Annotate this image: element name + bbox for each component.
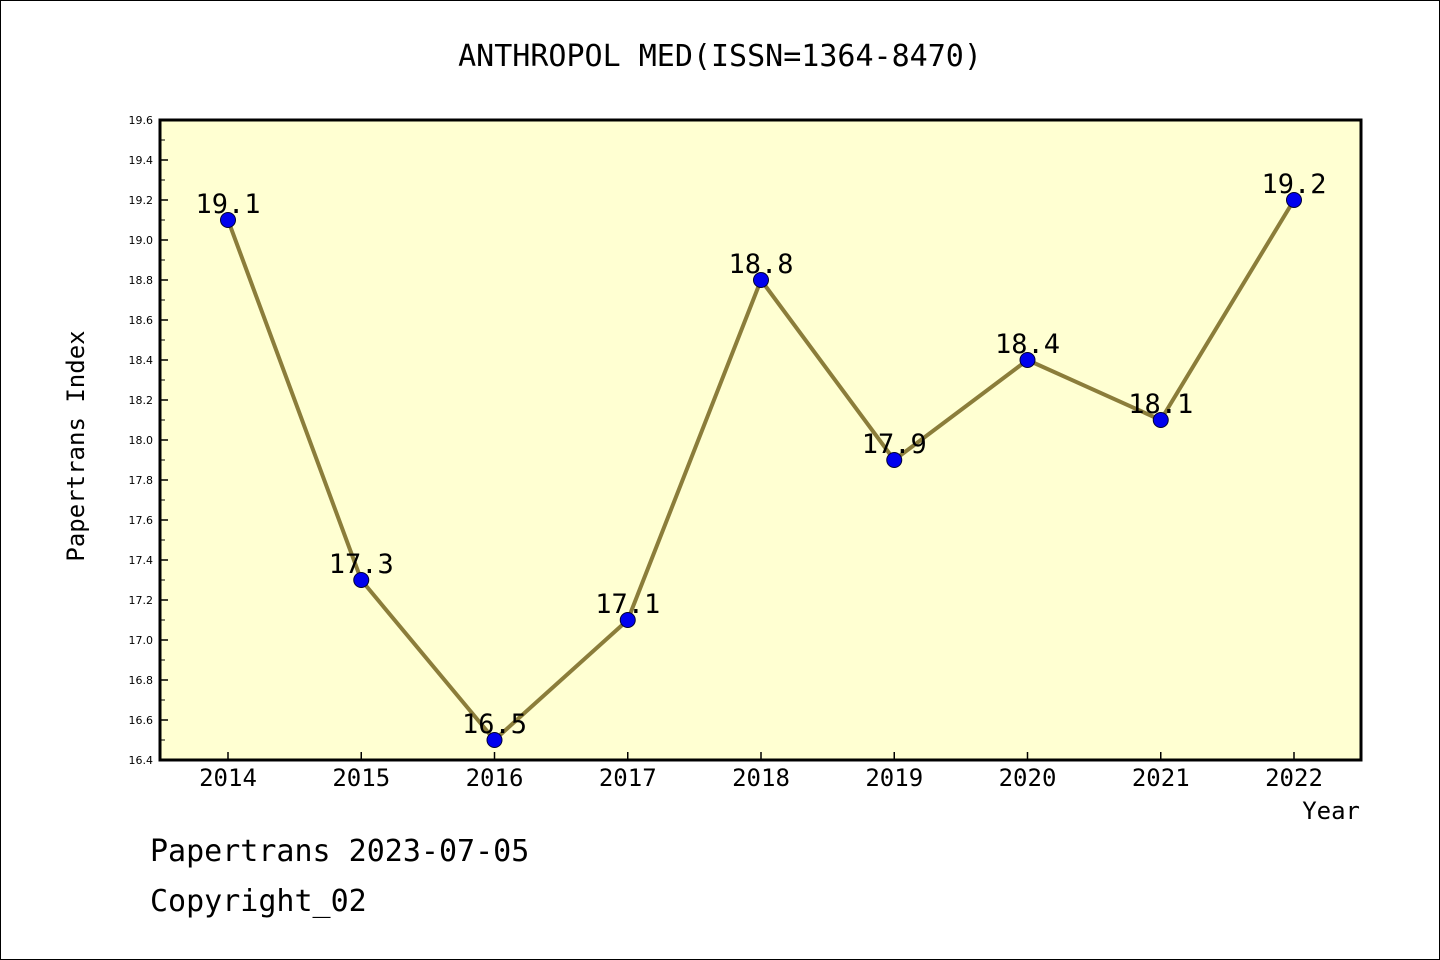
data-labels-group: 19.1 17.3 16.5 17.1 18.8 17.9 18.4 18.1 19.2	[195, 169, 1326, 740]
data-label: 17.1	[595, 589, 660, 620]
series-line-group	[220, 192, 1302, 748]
y-tick-label: 19.0	[129, 234, 154, 247]
data-point	[1286, 192, 1302, 208]
y-tick-label: 19.6	[129, 114, 154, 127]
x-axis: 2014 2015 2016 2017 2018 2019 2020 2021 2022	[199, 752, 1323, 792]
data-label: 18.4	[995, 329, 1060, 360]
footer-date: Papertrans 2023-07-05	[150, 834, 530, 869]
footer-copyright: Copyright_02	[150, 884, 367, 919]
y-tick-label: 17.8	[129, 474, 154, 487]
y-tick-label: 17.0	[129, 634, 154, 647]
data-point	[1019, 352, 1036, 368]
x-tick-label: 2016	[466, 764, 524, 792]
y-axis-label: Papertrans Index	[62, 330, 90, 561]
y-tick-label: 17.4	[129, 554, 154, 567]
y-tick-label: 18.6	[129, 314, 154, 327]
data-label: 17.9	[862, 429, 927, 460]
x-tick-label: 2018	[732, 764, 790, 792]
y-tick-label: 17.6	[129, 514, 154, 527]
y-tick-label: 18.4	[129, 354, 154, 367]
y-axis: 16.4 16.6 16.8 17.0 17.2 17.4 17.6 17.8 18.0 18.2…	[129, 114, 168, 767]
x-tick-label: 2021	[1132, 764, 1190, 792]
x-tick-label: 2017	[599, 764, 657, 792]
x-axis-label: Year	[1302, 797, 1360, 825]
x-tick-label: 2022	[1265, 764, 1323, 792]
data-point	[619, 612, 636, 628]
y-tick-label: 16.8	[129, 674, 154, 687]
y-tick-label: 19.4	[129, 154, 154, 167]
data-label: 18.1	[1128, 389, 1193, 420]
data-label: 16.5	[462, 709, 527, 740]
data-label: 19.2	[1261, 169, 1326, 200]
data-point	[220, 212, 236, 228]
plot-area	[158, 118, 1363, 762]
y-tick-label: 16.4	[129, 754, 154, 767]
data-label: 17.3	[329, 549, 394, 580]
y-tick-label: 16.6	[129, 714, 154, 727]
data-label: 19.1	[195, 189, 260, 220]
y-tick-label: 19.2	[129, 194, 154, 207]
x-tick-label: 2015	[332, 764, 390, 792]
x-tick-label: 2014	[199, 764, 257, 792]
chart-title: ANTHROPOL MED(ISSN=1364-8470)	[458, 39, 982, 74]
y-tick-label: 18.8	[129, 274, 154, 287]
y-tick-label: 18.2	[129, 394, 154, 407]
data-point	[1152, 412, 1169, 428]
data-label: 18.8	[728, 249, 793, 280]
x-tick-label: 2019	[865, 764, 923, 792]
data-point	[886, 452, 903, 468]
y-tick-label: 18.0	[129, 434, 154, 447]
data-point	[486, 732, 503, 748]
data-point	[753, 272, 769, 288]
y-tick-label: 17.2	[129, 594, 154, 607]
x-tick-label: 2020	[999, 764, 1057, 792]
data-point	[353, 572, 370, 588]
